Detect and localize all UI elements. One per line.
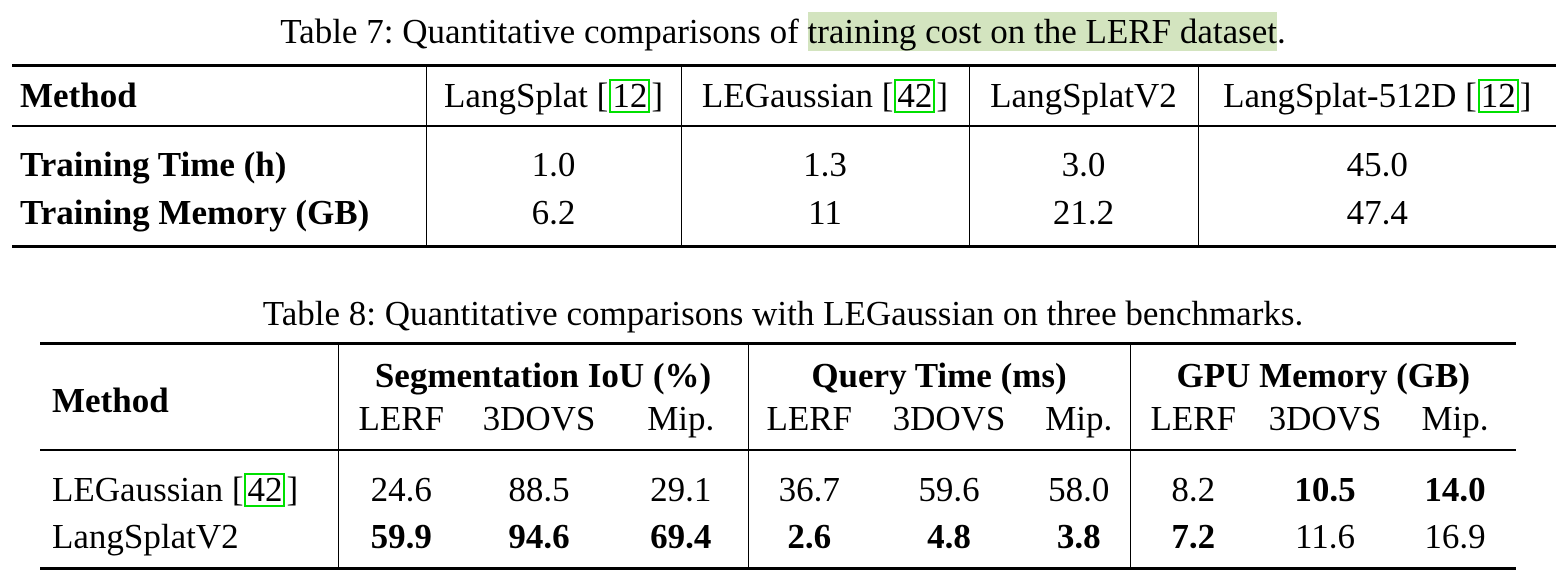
table8-subheader: 3DOVS bbox=[1256, 399, 1394, 451]
table-cell: 36.7 bbox=[747, 450, 870, 517]
table7-col-header: LangSplat [12] bbox=[425, 65, 681, 127]
table-cell: 3.0 bbox=[968, 126, 1198, 193]
table8-subheader: LERF bbox=[747, 399, 870, 451]
row-label: LEGaussian [42] bbox=[52, 470, 299, 509]
table-row: LangSplatV2 59.9 94.6 69.4 2.6 4.8 3.8 7… bbox=[40, 517, 1516, 569]
table-cell: 6.2 bbox=[425, 193, 681, 247]
citation-link[interactable]: 42 bbox=[244, 472, 286, 507]
table8-group-header-row: Method Segmentation IoU (%) Query Time (… bbox=[40, 343, 1516, 451]
table8-caption: Table 8: Quantitative comparisons with L… bbox=[262, 294, 1304, 333]
table8-subheader: LERF bbox=[1129, 399, 1256, 451]
table-cell: 59.9 bbox=[337, 517, 464, 569]
table-cell: 14.0 bbox=[1424, 470, 1486, 509]
table8-subheader: 3DOVS bbox=[464, 399, 614, 451]
table8-subheader: Mip. bbox=[1394, 399, 1516, 451]
table8-method-header: Method bbox=[40, 343, 338, 451]
row-label: LangSplatV2 bbox=[52, 517, 239, 556]
table7-caption-suffix: . bbox=[1277, 12, 1286, 51]
table-cell: 24.6 bbox=[337, 450, 464, 517]
table8: Method Segmentation IoU (%) Query Time (… bbox=[40, 342, 1516, 570]
table-cell: 45.0 bbox=[1197, 126, 1556, 193]
table-cell: 47.4 bbox=[1197, 193, 1556, 247]
table8-subheader: 3DOVS bbox=[870, 399, 1028, 451]
table-cell: 94.6 bbox=[508, 517, 570, 556]
table-cell: 4.8 bbox=[927, 517, 971, 556]
table8-subheader: Mip. bbox=[1028, 399, 1130, 451]
table8-subheader: Mip. bbox=[614, 399, 748, 451]
table-cell: 1.0 bbox=[425, 126, 681, 193]
table-row: LEGaussian [42] 24.6 88.5 29.1 36.7 59.6… bbox=[40, 450, 1516, 517]
citation-link[interactable]: 12 bbox=[609, 78, 651, 113]
table-cell: 3.8 bbox=[1056, 517, 1101, 556]
table-row: Training Time (h) 1.0 1.3 3.0 45.0 bbox=[12, 126, 1556, 193]
table-cell: 11 bbox=[680, 193, 969, 247]
table7-caption-prefix: Table 7: Quantitative comparisons of bbox=[280, 12, 808, 51]
table7-method-header: Method bbox=[12, 65, 426, 127]
table-cell: 11.6 bbox=[1295, 517, 1355, 556]
table-cell: 8.2 bbox=[1129, 450, 1256, 517]
table8-subheader: LERF bbox=[337, 399, 464, 451]
table7-header-row: Method LangSplat [12] LEGaussian [42] La… bbox=[12, 65, 1556, 127]
table7-caption: Table 7: Quantitative comparisons of tra… bbox=[0, 12, 1566, 52]
table-cell: 88.5 bbox=[508, 470, 570, 509]
table7-col-header: LEGaussian [42] bbox=[680, 65, 969, 127]
table7-caption-highlight: training cost on the LERF dataset bbox=[807, 12, 1278, 51]
table-cell: 21.2 bbox=[968, 193, 1198, 247]
table-cell: 7.2 bbox=[1129, 517, 1256, 569]
table8-group-header: Query Time (ms) bbox=[747, 343, 1130, 399]
row-label: Training Memory (GB) bbox=[20, 193, 370, 232]
citation-link[interactable]: 12 bbox=[1477, 78, 1519, 113]
table7: Method LangSplat [12] LEGaussian [42] La… bbox=[12, 64, 1556, 248]
table-cell: 10.5 bbox=[1294, 470, 1356, 509]
table-cell: 1.3 bbox=[680, 126, 969, 193]
table8-subheader-row: LERF 3DOVS Mip. LERF 3DOVS Mip. LERF 3DO… bbox=[40, 399, 1516, 451]
table-cell: 29.1 bbox=[650, 470, 712, 509]
table-row: Training Memory (GB) 6.2 11 21.2 47.4 bbox=[12, 193, 1556, 247]
table8-group-header: Segmentation IoU (%) bbox=[337, 343, 748, 399]
table7-col-header: LangSplatV2 bbox=[968, 65, 1198, 127]
citation-link[interactable]: 42 bbox=[894, 78, 936, 113]
table-cell: 69.4 bbox=[650, 517, 712, 556]
table-cell: 59.6 bbox=[918, 470, 980, 509]
table7-col-header: LangSplat-512D [12] bbox=[1197, 65, 1556, 127]
table8-group-header: GPU Memory (GB) bbox=[1129, 343, 1516, 399]
table-cell: 2.6 bbox=[747, 517, 870, 569]
row-label: Training Time (h) bbox=[20, 145, 287, 184]
table-cell: 16.9 bbox=[1424, 517, 1486, 556]
table-cell: 58.0 bbox=[1048, 470, 1110, 509]
